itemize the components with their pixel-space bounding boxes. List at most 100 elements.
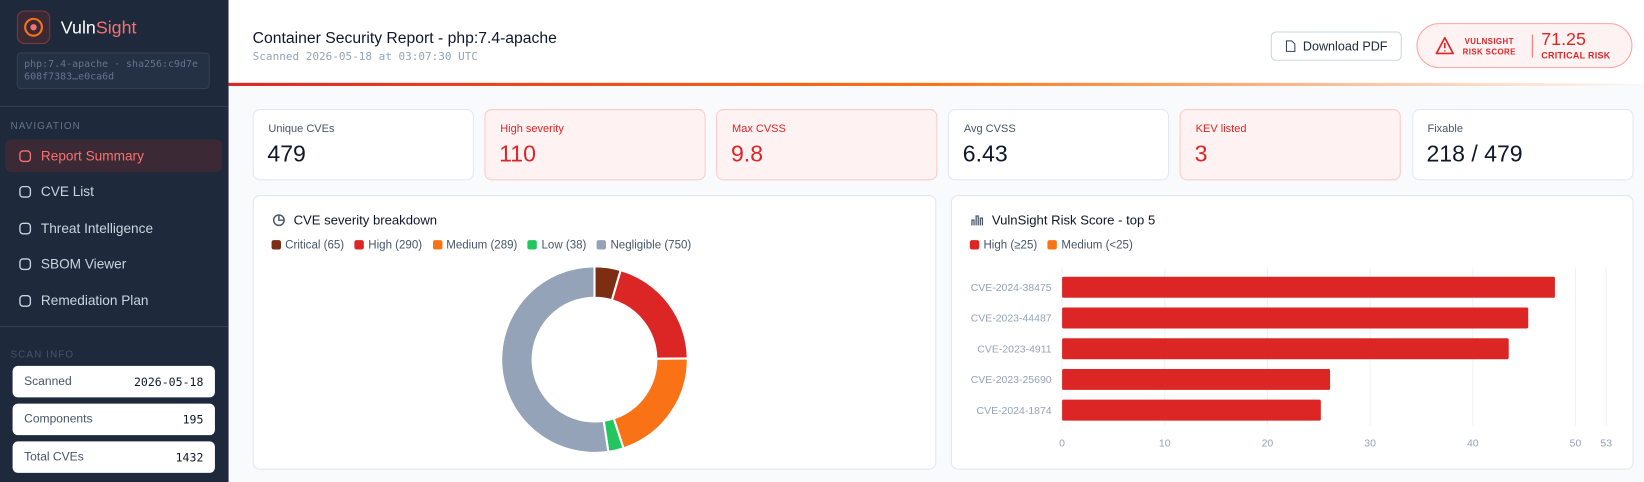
- x-tick-label: 53: [1600, 439, 1612, 450]
- stat-label: Unique CVEs: [268, 122, 335, 136]
- scan-value: 195: [182, 412, 204, 427]
- slice: [612, 357, 689, 450]
- scan-heading: SCAN INFO: [10, 349, 75, 361]
- title: Container Security Report - php:7.4-apac…: [252, 29, 557, 48]
- legend-label: High (≥25): [983, 239, 1038, 252]
- brand-b: Sight: [95, 17, 137, 38]
- legend-swatch: [354, 240, 365, 250]
- scan-label: Scanned: [24, 375, 72, 388]
- legend-label: Critical (65): [285, 239, 345, 252]
- icon-shape: [19, 150, 32, 163]
- risk-label: VULNSIGHT RISK SCORE: [1463, 37, 1516, 58]
- brand: VulnSight: [61, 18, 137, 39]
- x-tick-label: 40: [1467, 439, 1479, 450]
- header: [228, 0, 1644, 84]
- slice: [500, 265, 610, 454]
- y-tick-label: CVE-2023-44487: [971, 314, 1052, 325]
- nav-icon: [19, 150, 32, 163]
- x-tick-label: 0: [1059, 439, 1065, 450]
- pdf-icon: [1285, 40, 1296, 52]
- header-accent: [228, 82, 1644, 86]
- y-tick-label: CVE-2024-1874: [977, 406, 1052, 417]
- stat-value: 6.43: [962, 140, 1008, 167]
- nav-icon: [19, 186, 32, 199]
- x-tick-label: 10: [1159, 439, 1171, 450]
- bar: [1062, 368, 1331, 390]
- bar: [1062, 307, 1529, 329]
- panel-icon: [272, 214, 285, 227]
- stat-label: Max CVSS: [732, 122, 786, 136]
- legend-item: Negligible (750): [596, 239, 692, 252]
- bar: [1062, 276, 1555, 298]
- scan-value: 2026-05-18: [133, 374, 204, 389]
- legend-label: Negligible (750): [610, 239, 692, 252]
- scan-info-card: Total CVEs 1432: [12, 441, 215, 473]
- y-tick-label: CVE-2023-25690: [971, 375, 1052, 386]
- legend-label: High (290): [368, 239, 423, 252]
- stat-value: 479: [267, 140, 306, 167]
- risk-badge: VULNSIGHT RISK SCORE 71.25 CRITICAL RISK: [1416, 23, 1633, 69]
- icon-shape: [19, 222, 32, 235]
- risk-level: CRITICAL RISK: [1541, 50, 1611, 61]
- legend: High (≥25) Medium (<25): [969, 239, 1133, 252]
- panel-title: VulnSight Risk Score - top 5: [991, 212, 1156, 228]
- logo: [16, 10, 51, 45]
- legend-item: Medium (289): [432, 239, 518, 252]
- panel-title: CVE severity breakdown: [293, 212, 438, 228]
- legend-item: Low (38): [527, 239, 586, 252]
- panel-icon: [971, 215, 984, 226]
- donut-chart: [500, 265, 689, 454]
- legend-item: Medium (<25): [1047, 239, 1133, 252]
- stat-value: 110: [499, 140, 536, 167]
- legend: Critical (65) High (290) Medium (289) Low (…: [271, 239, 692, 252]
- icon-shape: [19, 258, 32, 271]
- stat-card: Avg CVSS 6.43: [948, 109, 1170, 181]
- x-tick-label: 20: [1262, 439, 1274, 450]
- brand-a: Vuln: [60, 17, 96, 38]
- divider: [0, 326, 229, 328]
- legend-item: High (≥25): [969, 239, 1038, 252]
- nav-item[interactable]: Remediation Plan: [5, 284, 222, 317]
- nav-item[interactable]: SBOM Viewer: [5, 248, 222, 281]
- nav-icon: [19, 294, 32, 307]
- legend-swatch: [1047, 240, 1058, 250]
- bar-chart: 0 10 20 30 40 50 53 CVE-2024-38475 CVE-2023-4448…: [971, 268, 1612, 450]
- warn-icon: [1435, 36, 1455, 55]
- stat-value: 3: [1194, 140, 1208, 167]
- legend-swatch: [969, 240, 980, 250]
- y-tick-label: CVE-2023-4911: [977, 344, 1051, 355]
- nav-item[interactable]: CVE List: [5, 176, 222, 209]
- nav-icon: [19, 222, 32, 235]
- legend-label: Medium (<25): [1061, 239, 1133, 252]
- nav-item[interactable]: Threat Intelligence: [5, 212, 222, 245]
- icon-shape: [19, 294, 32, 307]
- nav-icon: [19, 258, 32, 271]
- stat-card: High severity 110: [484, 109, 706, 181]
- bar: [1062, 338, 1509, 360]
- legend-label: Medium (289): [446, 239, 518, 252]
- nav-item[interactable]: Report Summary: [5, 139, 223, 172]
- stat-label: High severity: [500, 122, 564, 136]
- icon-shape: [19, 186, 32, 199]
- scan-info-card: Scanned 2026-05-18: [12, 365, 215, 398]
- subtitle: Scanned 2026-05-18 at 03:07:30 UTC: [252, 50, 479, 63]
- stat-value: 218 / 479: [1426, 140, 1523, 167]
- risk-score: 71.25: [1541, 29, 1586, 50]
- download-button[interactable]: Download PDF: [1270, 31, 1402, 61]
- bar: [1062, 399, 1321, 421]
- slice: [610, 268, 689, 360]
- risk-label-2: RISK SCORE: [1462, 47, 1516, 57]
- risk-sep: [1531, 34, 1533, 58]
- x-tick-label: 50: [1570, 439, 1582, 450]
- legend-swatch: [271, 240, 281, 250]
- stat-label: KEV listed: [1195, 122, 1247, 136]
- risk-label-1: VULNSIGHT: [1464, 36, 1514, 47]
- scan-info-card: Components 195: [12, 403, 215, 436]
- legend-swatch: [432, 240, 443, 250]
- stat-card: KEV listed 3: [1179, 109, 1402, 181]
- legend-item: Critical (65): [271, 239, 345, 252]
- y-tick-label: CVE-2024-38475: [971, 283, 1052, 294]
- stat-card: Max CVSS 9.8: [716, 109, 938, 181]
- download-label: Download PDF: [1302, 38, 1388, 54]
